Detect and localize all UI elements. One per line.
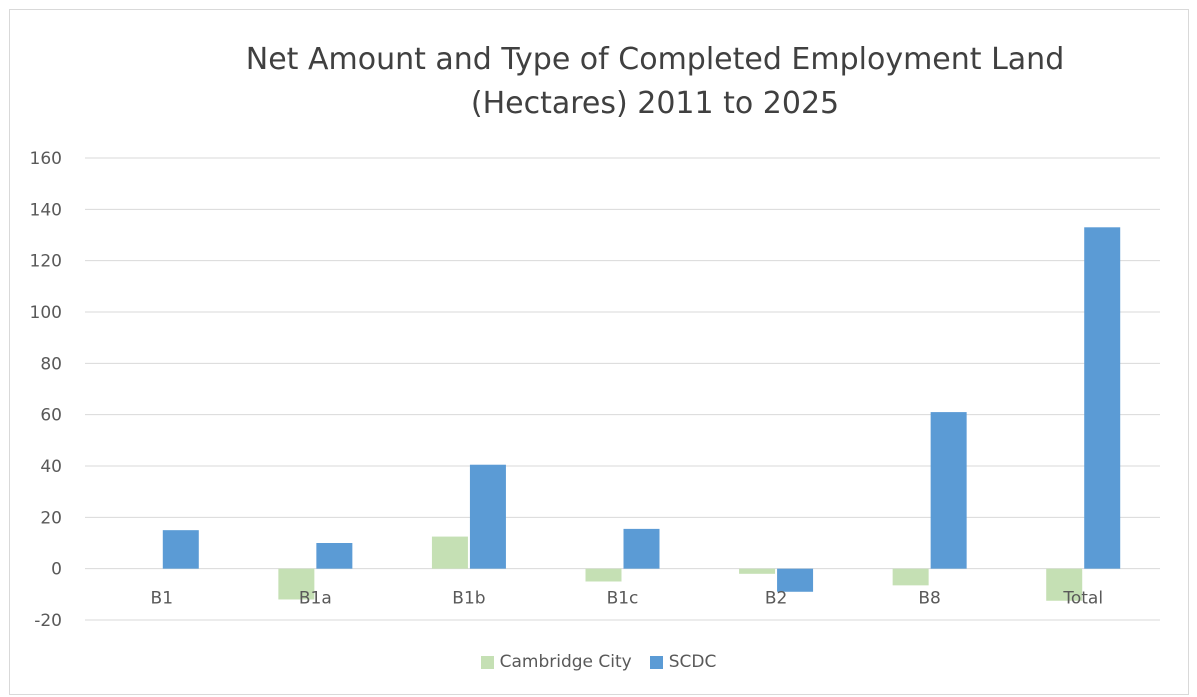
x-tick-label: B8 xyxy=(918,589,940,609)
bar-scdc xyxy=(930,412,967,569)
bar-cambridge-city xyxy=(892,568,929,586)
legend-label-cambridge-city: Cambridge City xyxy=(499,652,632,672)
bar-scdc xyxy=(469,464,506,569)
y-tick-label: 20 xyxy=(40,508,62,528)
bar-cambridge-city xyxy=(1046,568,1083,601)
y-tick-label: 60 xyxy=(40,406,62,426)
legend-label-scdc: SCDC xyxy=(668,652,717,672)
bar-cambridge-city xyxy=(739,568,776,574)
bar-scdc xyxy=(1084,227,1121,569)
y-tick-label: -20 xyxy=(34,611,62,631)
y-tick-label: 120 xyxy=(30,252,62,272)
chart-title-line-1: Net Amount and Type of Completed Employm… xyxy=(245,42,1065,77)
chart-title-line-2: (Hectares) 2011 to 2025 xyxy=(470,86,840,121)
x-tick-label: B1a xyxy=(299,589,332,609)
bar-cambridge-city xyxy=(431,536,468,569)
x-tick-label: B2 xyxy=(765,589,787,609)
legend-swatch-scdc xyxy=(649,655,663,669)
y-tick-label: 40 xyxy=(40,457,62,477)
y-tick-label: 0 xyxy=(51,560,62,580)
x-tick-label: Total xyxy=(1062,589,1103,609)
chart-legend: Cambridge City SCDC xyxy=(0,652,1197,672)
legend-item-cambridge-city: Cambridge City xyxy=(480,652,632,672)
legend-swatch-cambridge-city xyxy=(480,655,494,669)
chart-title: Net Amount and Type of Completed Employm… xyxy=(160,38,1150,126)
x-tick-label: B1b xyxy=(452,589,485,609)
bar-cambridge-city xyxy=(278,568,315,600)
y-tick-label: 100 xyxy=(30,303,62,323)
bar-scdc xyxy=(623,528,660,569)
bar-cambridge-city xyxy=(585,568,622,582)
x-tick-label: B1 xyxy=(151,589,173,609)
bar-scdc xyxy=(316,543,353,569)
bar-scdc xyxy=(162,530,199,569)
x-tick-label: B1c xyxy=(607,589,639,609)
y-tick-label: 160 xyxy=(30,149,62,169)
bar-scdc xyxy=(777,568,814,592)
y-tick-label: 140 xyxy=(30,200,62,220)
y-tick-label: 80 xyxy=(40,354,62,374)
legend-item-scdc: SCDC xyxy=(649,652,717,672)
